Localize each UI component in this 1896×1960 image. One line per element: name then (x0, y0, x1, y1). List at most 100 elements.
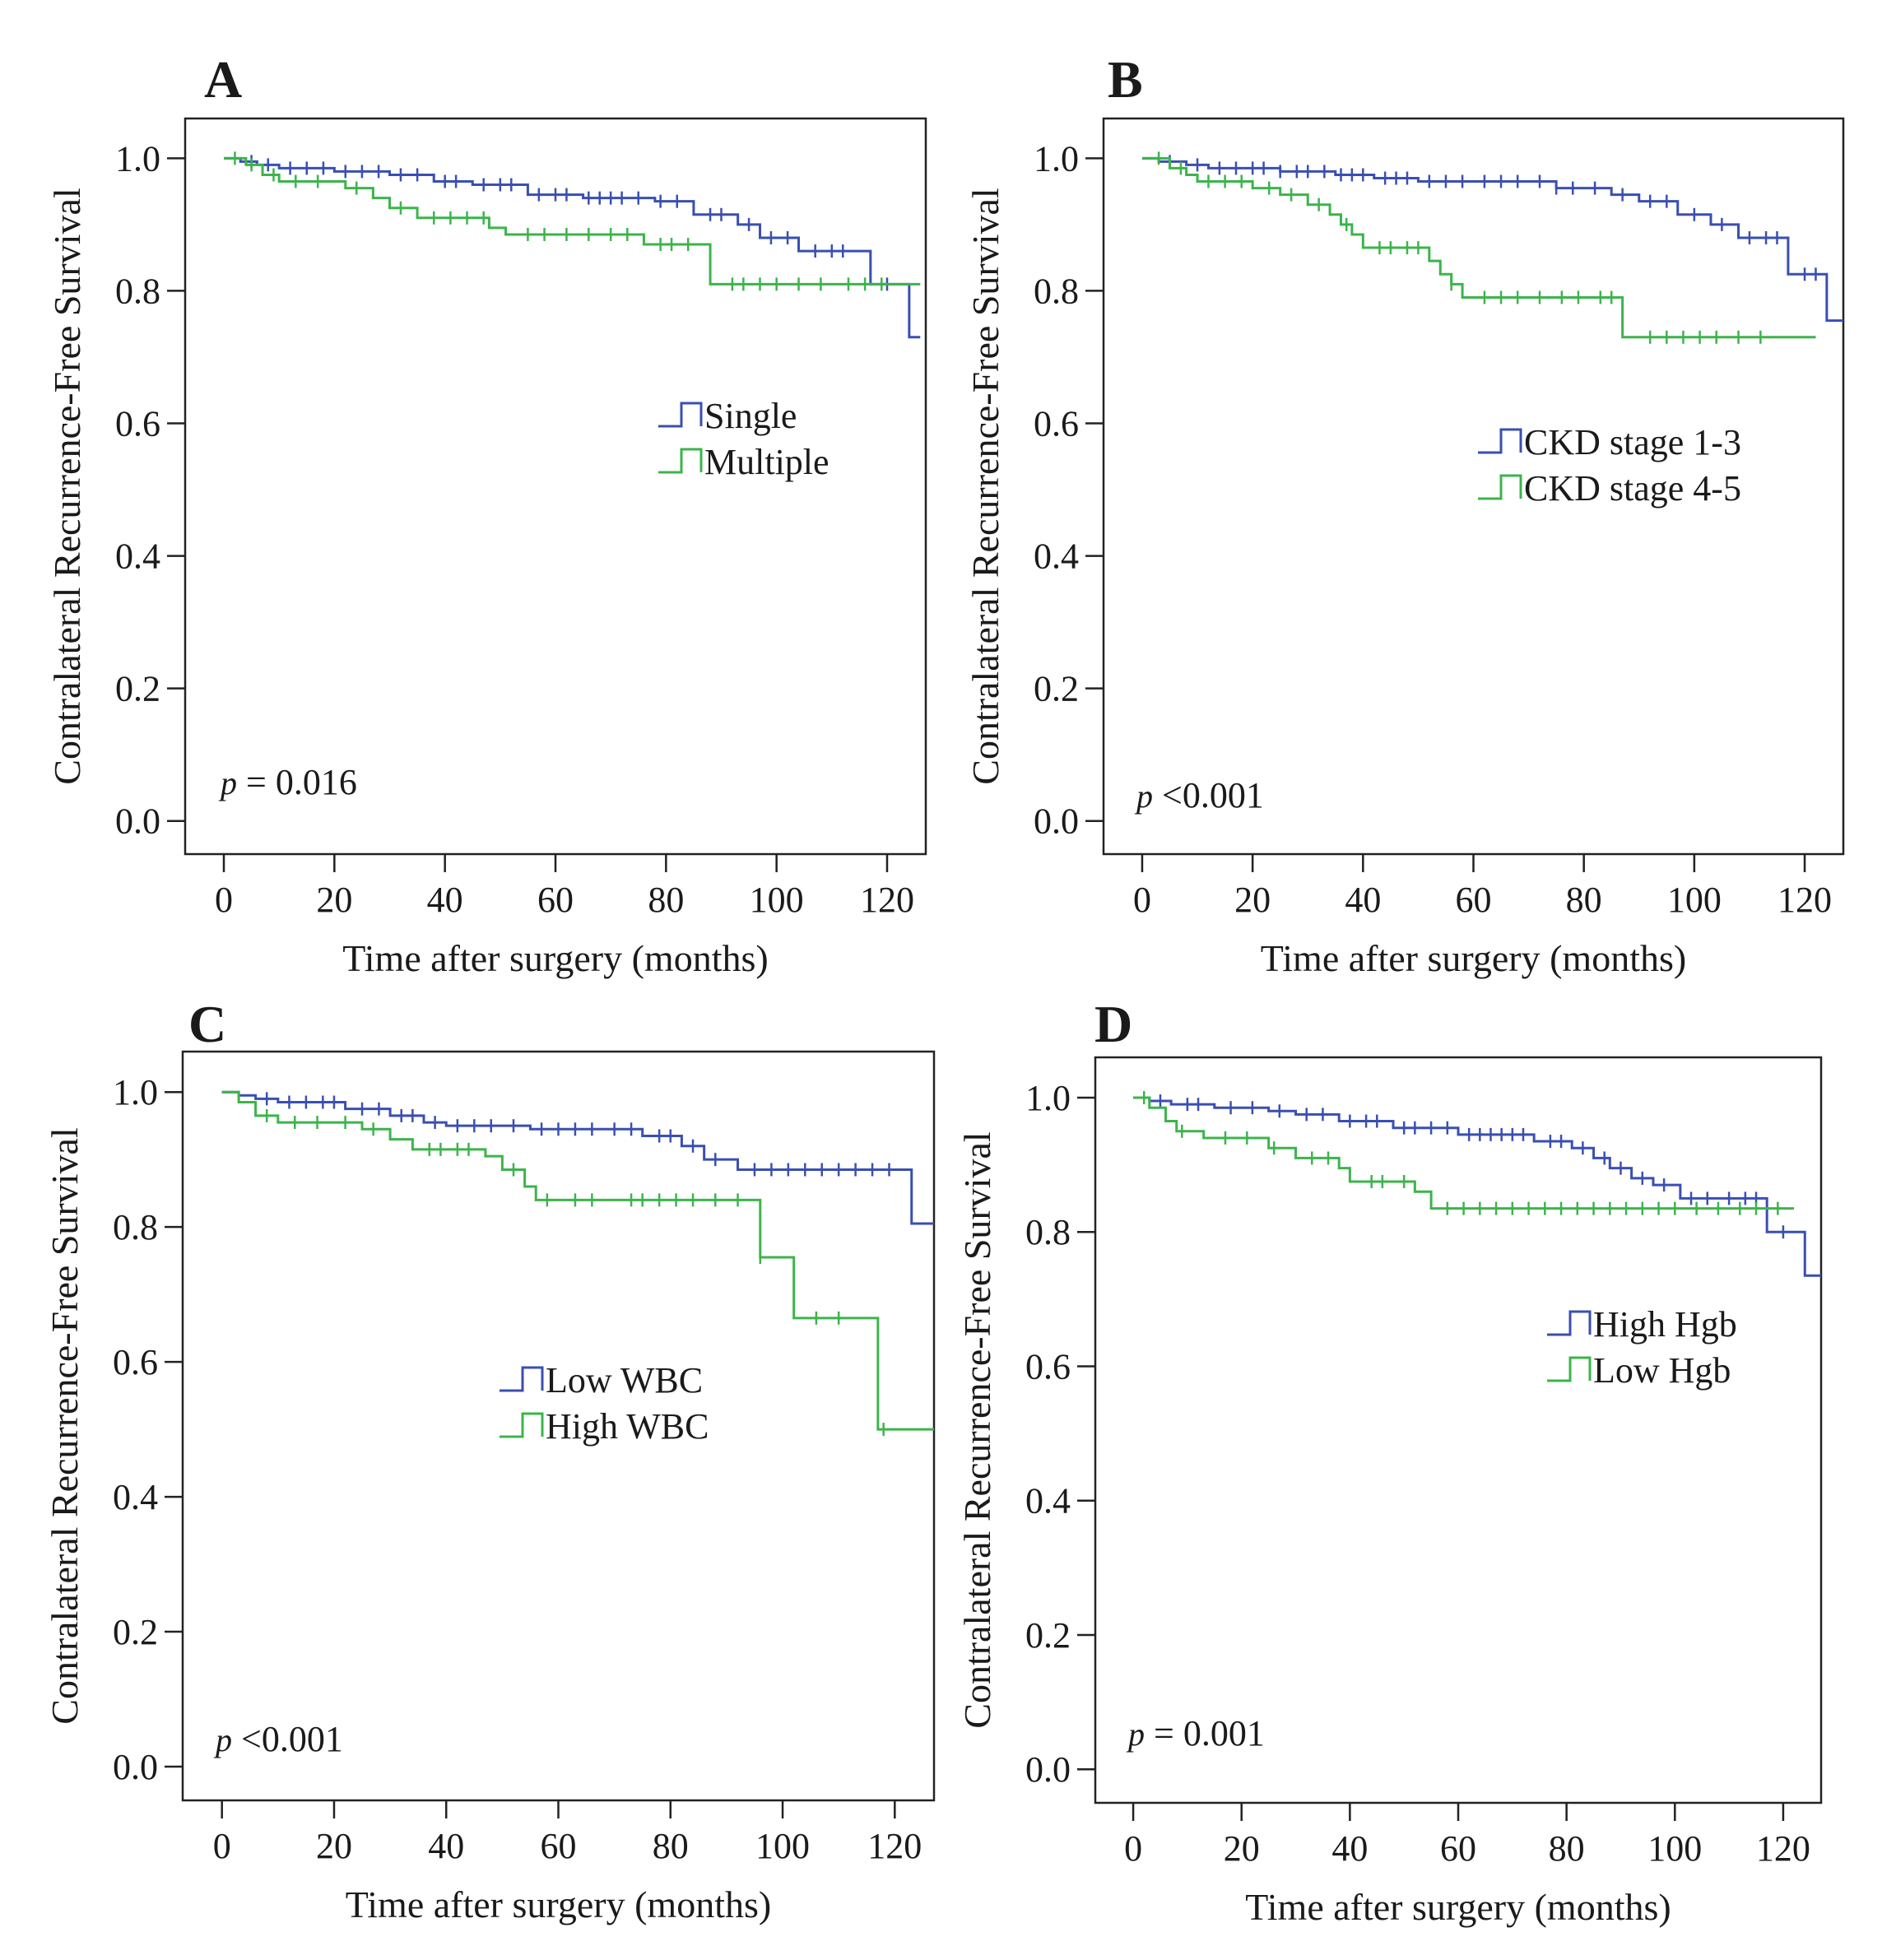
x-tick-label: 80 (653, 1826, 689, 1866)
legend-swatch-icon (658, 402, 703, 428)
survival-curve (221, 1090, 934, 1225)
legend-entry: Single (658, 396, 797, 436)
y-tick-label: 0.0 (1025, 1749, 1071, 1790)
p-value-text: <0.001 (1153, 775, 1264, 815)
y-tick-label: 0.2 (113, 1612, 158, 1652)
x-tick-label: 120 (860, 880, 914, 920)
legend-entry: Low Hgb (1547, 1350, 1731, 1391)
survival-curve (1133, 1096, 1795, 1210)
y-axis-label: Contralateral Recurrence-Free Survival (46, 188, 88, 784)
y-tick-label: 0.4 (113, 1477, 158, 1517)
series-ckd-stage-1-3 (1141, 155, 1843, 323)
y-tick-label: 0.2 (115, 669, 160, 709)
x-axis-label: Time after surgery (months) (342, 937, 768, 979)
y-tick-label: 0.6 (113, 1342, 158, 1382)
p-value: p = 0.016 (218, 762, 357, 802)
y-axis-label: Contralateral Recurrence-Free Survival (964, 188, 1006, 784)
x-tick-label: 60 (1440, 1828, 1476, 1869)
panel-label: B (1108, 50, 1143, 109)
legend-label: Low WBC (546, 1360, 703, 1400)
legend-label: Single (704, 396, 797, 436)
x-tick-label: 20 (1224, 1828, 1260, 1869)
legend-label: High WBC (546, 1406, 709, 1447)
legend-swatch-icon (500, 1412, 544, 1438)
x-tick-label: 120 (867, 1826, 922, 1866)
p-value: p = 0.001 (1126, 1713, 1265, 1753)
survival-curve (1141, 156, 1816, 339)
x-tick-label: 20 (316, 1826, 352, 1866)
p-value-text: = 0.016 (237, 762, 357, 802)
x-tick-label: 20 (316, 880, 352, 920)
legend-swatch-icon (1478, 474, 1522, 500)
legend-label: High Hgb (1593, 1304, 1737, 1345)
legend-swatch-icon (658, 448, 703, 474)
y-tick-label: 0.8 (113, 1207, 158, 1247)
x-axis-label: Time after surgery (months) (346, 1883, 771, 1925)
survival-curve (224, 156, 921, 286)
y-tick-label: 0.0 (1034, 801, 1079, 842)
x-tick-label: 80 (648, 880, 684, 920)
x-tick-label: 0 (213, 1826, 231, 1866)
x-tick-label: 100 (750, 880, 804, 920)
x-tick-label: 40 (427, 880, 463, 920)
p-value: p <0.001 (1134, 775, 1264, 815)
km-panel-a: A 0.0 0.2 0.4 0.6 0.8 1.0 0 20 40 60 80 100 120 Time a… (46, 50, 927, 979)
y-tick-label: 0.2 (1025, 1615, 1071, 1656)
y-tick-label: 0.8 (1034, 271, 1079, 311)
y-tick-label: 0.6 (1025, 1346, 1071, 1386)
p-symbol: p (1134, 778, 1153, 815)
series-single (224, 155, 921, 339)
plot-frame (184, 117, 927, 856)
legend-entry: High WBC (500, 1406, 709, 1447)
x-tick-label: 80 (1566, 880, 1602, 920)
panel-label: A (204, 50, 242, 109)
legend-entry: High Hgb (1547, 1304, 1737, 1345)
x-tick-label: 40 (1345, 880, 1381, 920)
x-tick-label: 0 (1133, 880, 1151, 920)
panel-label: C (188, 995, 226, 1053)
y-tick-label: 0.4 (115, 536, 160, 577)
x-tick-label: 60 (541, 1826, 577, 1866)
y-tick-label: 0.8 (115, 271, 160, 311)
y-axis-label: Contralateral Recurrence-Free Survival (956, 1131, 998, 1728)
y-tick-label: 1.0 (115, 138, 160, 179)
y-axis-label: Contralateral Recurrence-Free Survival (44, 1127, 86, 1724)
x-tick-label: 120 (1756, 1828, 1810, 1869)
x-tick-label: 40 (1331, 1828, 1368, 1869)
p-symbol: p (213, 1721, 232, 1758)
p-value-text: = 0.001 (1145, 1713, 1265, 1753)
p-symbol: p (1126, 1716, 1145, 1753)
x-axis-label: Time after surgery (months) (1245, 1886, 1671, 1928)
legend-entry: Multiple (658, 442, 830, 482)
legend-swatch-icon (500, 1366, 544, 1392)
legend-label: CKD stage 4-5 (1524, 468, 1741, 509)
legend-label: Multiple (704, 442, 830, 482)
series-ckd-stage-4-5 (1141, 151, 1816, 344)
y-tick-label: 0.2 (1034, 669, 1079, 709)
series-high-hgb (1133, 1094, 1821, 1277)
series-high-wbc (221, 1090, 934, 1437)
x-tick-label: 100 (1667, 880, 1722, 920)
km-panel-d: D 0.0 0.2 0.4 0.6 0.8 1.0 0 20 40 60 80 100 120 Time a… (956, 995, 1823, 1928)
x-axis-label: Time after surgery (months) (1261, 937, 1686, 979)
x-tick-label: 100 (1647, 1828, 1702, 1869)
x-tick-label: 80 (1549, 1828, 1585, 1869)
legend-entry: CKD stage 1-3 (1478, 422, 1741, 462)
y-tick-label: 1.0 (113, 1072, 158, 1112)
legend-entry: Low WBC (500, 1360, 703, 1400)
series-low-wbc (221, 1090, 934, 1225)
y-tick-label: 0.0 (115, 801, 160, 842)
x-tick-label: 0 (1124, 1828, 1142, 1869)
plot-frame (1094, 1056, 1823, 1804)
legend-entry: CKD stage 4-5 (1478, 468, 1741, 509)
p-value: p <0.001 (213, 1719, 343, 1759)
y-tick-label: 0.4 (1034, 536, 1079, 577)
x-tick-label: 100 (755, 1826, 810, 1866)
y-tick-label: 1.0 (1034, 138, 1079, 179)
x-tick-label: 60 (537, 880, 574, 920)
legend-label: CKD stage 1-3 (1524, 422, 1741, 462)
legend-swatch-icon (1547, 1310, 1592, 1336)
legend-label: Low Hgb (1593, 1350, 1731, 1391)
x-tick-label: 120 (1778, 880, 1832, 920)
